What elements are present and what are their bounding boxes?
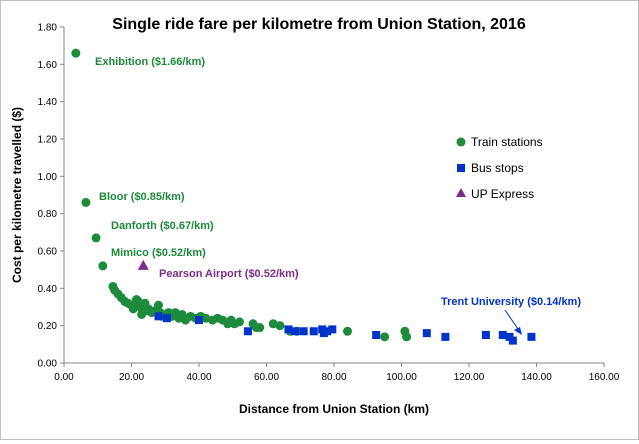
annotations: Exhibition ($1.66/km) Bloor ($0.85/km) D…	[95, 56, 581, 335]
train-station-point	[154, 300, 163, 310]
x-tick-label: 60.00	[254, 372, 279, 383]
legend-marker-up-express	[456, 188, 466, 197]
bus-stop-point	[154, 312, 163, 321]
legend-label-bus: Bus stops	[471, 161, 524, 175]
annotation-trent: Trent University ($0.14/km)	[441, 296, 581, 308]
y-tick-label: 0.20	[38, 321, 58, 332]
y-tick-label: 1.20	[38, 135, 58, 146]
bus-stop-point	[162, 314, 171, 323]
tick-label-layer: 0.00 20.00 40.00 60.00 80.00 100.00 120.00 140.…	[38, 23, 620, 384]
annotation-pearson: Pearson Airport ($0.52/km)	[159, 268, 299, 280]
bus-stop-point	[498, 331, 507, 339]
legend-marker-bus	[457, 164, 465, 172]
train-station-point	[81, 197, 91, 207]
train-station-point	[255, 323, 265, 333]
bus-stop-point	[291, 327, 300, 336]
x-tick-label: 140.00	[521, 372, 552, 383]
y-tick-label: 1.00	[38, 172, 58, 183]
legend-item-train: Train stations	[456, 135, 543, 149]
x-tick-label: 0.00	[54, 372, 74, 383]
train-station-point	[128, 304, 138, 314]
x-tick-label: 160.00	[589, 372, 620, 383]
train-station-point	[71, 48, 81, 58]
legend-marker-train	[456, 137, 466, 147]
bus-stop-point	[422, 329, 431, 338]
annotation-bloor: Bloor ($0.85/km)	[99, 191, 185, 203]
data-points	[71, 48, 536, 345]
annotation-danforth: Danforth ($0.67/km)	[111, 220, 214, 232]
x-tick-label: 40.00	[186, 372, 211, 383]
train-station-point	[275, 321, 285, 331]
bus-stop-point	[195, 316, 203, 325]
train-station-point	[91, 233, 101, 243]
train-station-point	[402, 332, 412, 342]
x-tick-label: 120.00	[454, 372, 485, 383]
train-station-point	[380, 332, 390, 342]
y-axis-label: Cost per kilometre travelled ($)	[10, 107, 24, 283]
train-station-point	[268, 319, 278, 329]
y-tick-label: 0.00	[38, 359, 58, 370]
x-tick-label: 80.00	[321, 372, 346, 383]
x-tick-label: 20.00	[119, 372, 144, 383]
annotation-exhibition: Exhibition ($1.66/km)	[95, 56, 205, 68]
y-tick-label: 1.40	[38, 97, 58, 108]
bus-stop-point	[323, 327, 332, 336]
x-tick-label: 100.00	[386, 372, 417, 383]
bus-stop-point	[441, 332, 450, 341]
tick-layer	[60, 26, 605, 367]
bus-stop-point	[284, 325, 293, 334]
legend-label-up-express: UP Express	[471, 187, 534, 201]
legend: Train stations Bus stops UP Express	[456, 135, 543, 201]
y-tick-label: 1.60	[38, 60, 58, 71]
x-axis-label: Distance from Union Station (km)	[239, 402, 429, 416]
up-express-point	[137, 259, 149, 270]
legend-label-train: Train stations	[471, 135, 543, 149]
annotation-mimico: Mimico ($0.52/km)	[111, 247, 206, 259]
train-station-point	[201, 313, 211, 323]
legend-item-up-express: UP Express	[456, 187, 534, 201]
legend-item-bus: Bus stops	[457, 161, 524, 175]
bus-stop-point	[527, 332, 536, 341]
bus-stop-point	[328, 325, 337, 334]
bus-stop-point	[372, 331, 381, 339]
bus-stop-point	[481, 331, 490, 339]
bus-stop-point	[309, 327, 318, 336]
y-tick-label: 0.60	[38, 247, 58, 258]
y-tick-label: 0.80	[38, 209, 58, 220]
train-station-point	[235, 317, 244, 327]
train-station-point	[98, 261, 108, 271]
bus-stop-point	[243, 327, 252, 336]
y-tick-label: 1.80	[38, 23, 58, 34]
bus-stop-point	[508, 336, 517, 345]
bus-stop-point	[299, 327, 308, 336]
trent-arrow-head	[514, 327, 522, 335]
train-station-point	[343, 326, 352, 336]
chart-title: Single ride fare per kilometre from Unio…	[112, 16, 526, 33]
y-tick-label: 0.40	[38, 284, 58, 295]
